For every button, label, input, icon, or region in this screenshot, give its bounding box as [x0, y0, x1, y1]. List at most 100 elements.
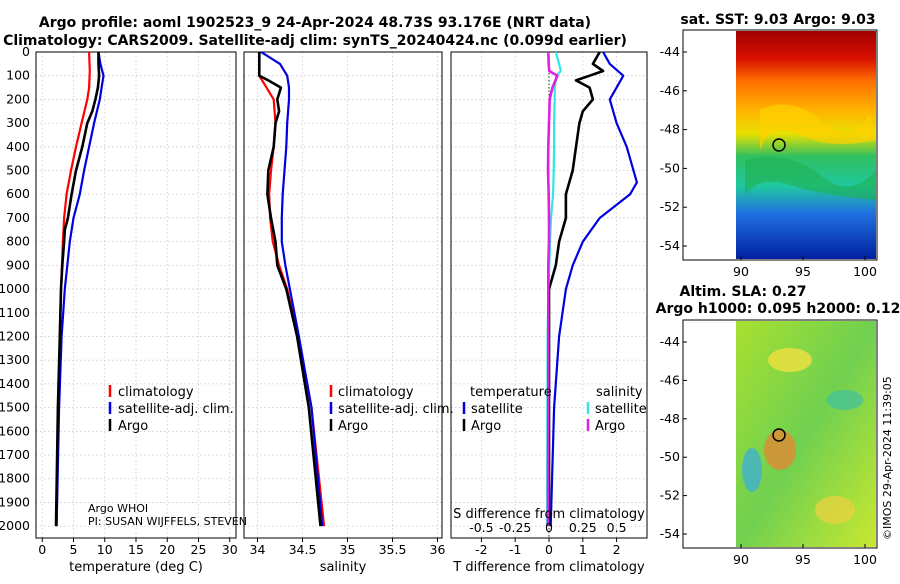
- sla-high-2: [764, 430, 796, 470]
- depth-tick-label: 1300: [0, 352, 30, 367]
- sla-low-2: [827, 390, 863, 410]
- depth-tick-label: 1200: [0, 328, 30, 343]
- temperature-panel: 0100200300400500600700800900100011001200…: [0, 44, 247, 575]
- x-tick-label: 30: [222, 542, 238, 557]
- sla-low-1: [742, 448, 762, 492]
- sst-argo-marker: [772, 138, 786, 152]
- sst-warm-eddy: [760, 104, 876, 150]
- map-x-tick-label: 90: [733, 552, 749, 567]
- temperature-xlabel: temperature (deg C): [69, 560, 203, 575]
- sst-field: [736, 31, 876, 259]
- map-y-tick-label: -44: [660, 334, 680, 349]
- depth-tick-label: 300: [6, 115, 30, 130]
- x-tick-label: 2: [613, 542, 621, 557]
- sla-map-title-2: Argo h1000: 0.095 h2000: 0.12: [656, 301, 900, 317]
- sst-green-band: [745, 157, 876, 200]
- top-tick-label: 0.5: [607, 520, 627, 535]
- depth-tick-label: 1700: [0, 447, 30, 462]
- map-y-tick-label: -46: [660, 372, 680, 387]
- top-tick-label: -0.5: [469, 520, 493, 535]
- series-satellite-adj-clim-: [55, 51, 105, 527]
- depth-tick-label: 500: [6, 163, 30, 178]
- x-tick-label: -1: [509, 542, 521, 557]
- depth-tick-label: 200: [6, 91, 30, 106]
- x-tick-label: 36: [430, 542, 446, 557]
- depth-tick-label: 800: [6, 234, 30, 249]
- diff-legend-targo-label: Argo: [471, 419, 501, 434]
- top-tick-label: -0.25: [499, 520, 531, 535]
- depth-tick-label: 1100: [0, 305, 30, 320]
- difference-panel: -2 -1 0 1 2 -0.5 -0.25 0 0.25 0.5 S difference f…: [450, 51, 648, 575]
- series-salinity-argo: [546, 51, 559, 527]
- depth-tick-label: 400: [6, 139, 30, 154]
- diff-legend-tsat-label: satellite: [471, 402, 523, 417]
- footer-copyright: ©IMOS 29-Apr-2024 11:39:05: [881, 376, 894, 540]
- salinity-legend: climatology satellite-adj. clim. Argo: [329, 385, 454, 434]
- depth-tick-label: 1800: [0, 471, 30, 486]
- map-y-tick-label: -52: [660, 488, 680, 503]
- legend-clim-label: climatology: [118, 385, 194, 400]
- difference-xlabel-top: S difference from climatology: [453, 507, 645, 522]
- series-temperature-satellite: [549, 51, 639, 527]
- difference-xlabel: T difference from climatology: [452, 560, 645, 575]
- x-tick-label: 35: [340, 542, 356, 557]
- salinity-axes-frame: [243, 51, 443, 539]
- sla-high-1: [768, 348, 812, 372]
- sst-map: sat. SST: 9.03 Argo: 9.03 -44 -46 -48 -50 -5…: [660, 12, 878, 279]
- top-tick-label: 0.25: [569, 520, 597, 535]
- map-x-tick-label: 95: [795, 264, 811, 279]
- sal-legend-sat-label: satellite-adj. clim.: [338, 402, 454, 417]
- pi-annotation-2: PI: SUSAN WIJFFELS, STEVEN: [88, 515, 247, 528]
- depth-tick-label: 1500: [0, 400, 30, 415]
- depth-tick-label: 1400: [0, 376, 30, 391]
- map-x-tick-label: 100: [853, 552, 877, 567]
- depth-tick-label: 100: [6, 68, 30, 83]
- x-tick-label: -2: [475, 542, 487, 557]
- salinity-xlabel: salinity: [320, 560, 367, 575]
- x-tick-label: 34: [250, 542, 266, 557]
- map-y-tick-label: -54: [660, 526, 680, 541]
- x-tick-label: 25: [191, 542, 207, 557]
- title-line2: Climatology: CARS2009. Satellite-adj cli…: [3, 33, 627, 49]
- map-y-tick-label: -52: [660, 199, 680, 214]
- series-satellite-adj-clim-: [260, 51, 324, 527]
- sal-legend-clim-label: climatology: [338, 385, 414, 400]
- depth-tick-label: 0: [22, 44, 30, 59]
- x-tick-label: 34.5: [289, 542, 317, 557]
- sla-argo-marker: [772, 428, 786, 442]
- difference-legend: temperature salinity satellite Argo sate…: [462, 385, 647, 434]
- sla-high-3: [815, 496, 855, 524]
- x-tick-label: 0: [545, 542, 553, 557]
- depth-tick-label: 900: [6, 257, 30, 272]
- map-y-tick-label: -50: [660, 160, 680, 175]
- depth-tick-label: 1000: [0, 281, 30, 296]
- x-tick-label: 20: [159, 542, 175, 557]
- sla-map: Altim. SLA: 0.27 Argo h1000: 0.095 h2000…: [656, 284, 900, 567]
- x-tick-label: 0: [38, 542, 46, 557]
- x-tick-label: 10: [97, 542, 113, 557]
- map-x-tick-label: 90: [733, 264, 749, 279]
- series-argo: [54, 52, 101, 527]
- depth-tick-label: 1600: [0, 423, 30, 438]
- temperature-legend: climatology satellite-adj. clim. Argo: [108, 385, 234, 434]
- series-argo: [257, 52, 322, 527]
- map-y-tick-label: -44: [660, 44, 680, 59]
- map-y-tick-label: -50: [660, 449, 680, 464]
- map-x-tick-label: 100: [853, 264, 877, 279]
- map-y-tick-label: -48: [660, 122, 680, 137]
- x-tick-label: 15: [128, 542, 144, 557]
- pi-annotation-1: Argo WHOI: [88, 502, 148, 515]
- x-tick-label: 1: [579, 542, 587, 557]
- depth-tick-label: 700: [6, 210, 30, 225]
- map-y-tick-label: -54: [660, 238, 680, 253]
- diff-legend-ssat-label: satellite: [595, 402, 647, 417]
- salinity-panel: 34 34.5 35 35.5 36 salinity climatology sate…: [243, 51, 454, 575]
- top-tick-label: 0: [545, 520, 553, 535]
- legend-header-salinity: salinity: [596, 385, 643, 400]
- map-x-tick-label: 95: [795, 552, 811, 567]
- legend-argo-label: Argo: [118, 419, 148, 434]
- depth-tick-label: 600: [6, 186, 30, 201]
- depth-tick-label: 2000: [0, 518, 30, 533]
- diff-legend-sargo-label: Argo: [595, 419, 625, 434]
